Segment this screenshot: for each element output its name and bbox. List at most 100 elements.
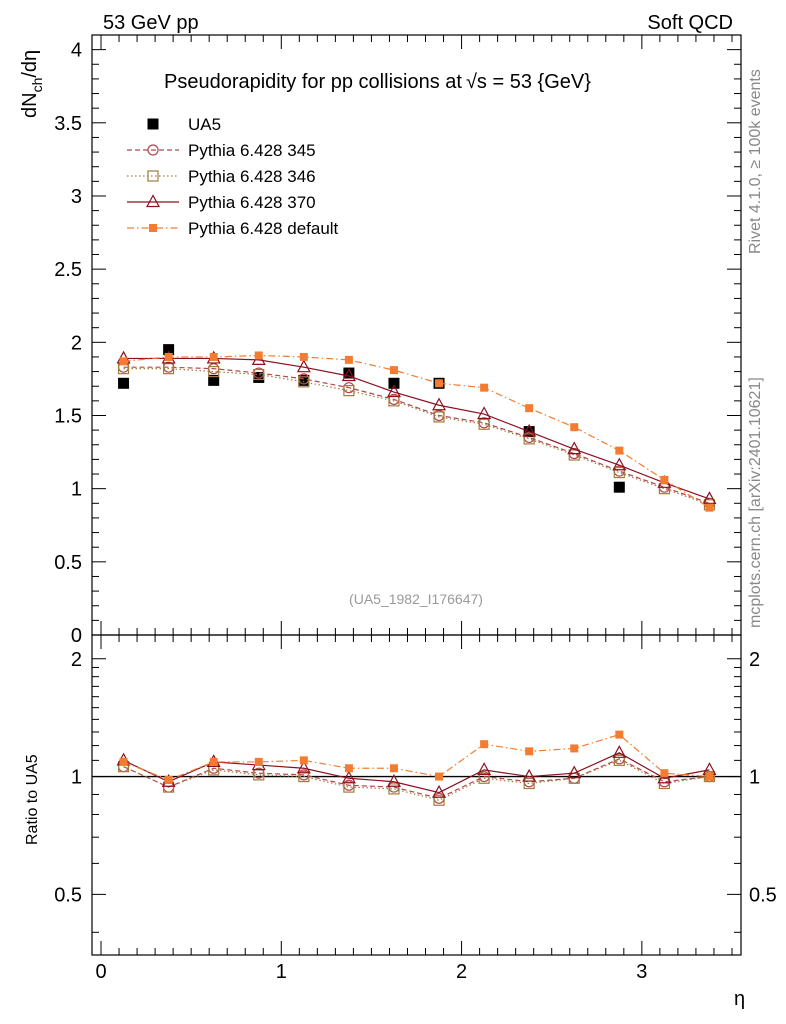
data-point-pythia-6-428-default: [389, 366, 398, 375]
main-y-tick-label: 2: [71, 332, 82, 354]
data-point-pythia-6-428-346: [163, 363, 175, 375]
legend-marker: [147, 144, 159, 156]
x-tick-label: 0: [95, 961, 106, 983]
legend-label: Pythia 6.428 346: [188, 167, 316, 186]
ratio-point-pythia-6-428-346: [523, 777, 535, 790]
plot-title-text: Pseudorapidity for pp collisions at: [164, 71, 462, 93]
ratio-point-pythia-6-428-default: [254, 757, 263, 766]
main-y-tick-label: 3.5: [54, 113, 82, 135]
data-point-pythia-6-428-346: [523, 433, 535, 445]
ratio-series-layer: [116, 730, 717, 806]
ratio-y-tick-label-right: 1: [749, 767, 760, 789]
data-point-pythia-6-428-default: [480, 383, 489, 392]
ratio-point-pythia-6-428-default: [209, 757, 218, 766]
main-y-tick-label: 1: [71, 479, 82, 501]
ratio-y-tick-label: 0.5: [54, 884, 82, 906]
ratio-point-pythia-6-428-346: [613, 754, 625, 766]
data-point-pythia-6-428-346: [478, 418, 490, 430]
legend-entry-pythia-6-428-370: Pythia 6.428 370: [127, 193, 316, 212]
main-series-layer: [116, 344, 717, 512]
data-point-pythia-6-428-370: [567, 441, 582, 455]
legend-marker: [147, 118, 159, 130]
ratio-y-tick-label-right: 2: [749, 649, 760, 671]
data-point-pythia-6-428-default: [615, 446, 624, 455]
series-pythia-6-428-345: [117, 361, 716, 509]
plot-title: Pseudorapidity for pp collisions at √s = …: [164, 71, 591, 93]
legend-label: UA5: [188, 115, 221, 134]
y-axis-label-main: dN: [19, 92, 41, 118]
main-y-tick-label: 0: [71, 625, 82, 647]
data-point-ua5: [613, 481, 625, 493]
ratio-point-pythia-6-428-default: [435, 772, 444, 781]
ratio-series-pythia-6-428-346: [117, 754, 716, 806]
data-point-ua5: [253, 371, 265, 383]
data-point-pythia-6-428-default: [660, 475, 669, 484]
rivet-label: Rivet 4.1.0, ≥ 100k events: [747, 69, 764, 254]
ratio-point-pythia-6-428-default: [570, 744, 579, 753]
legend: UA5 Pythia 6.428 345 Pythia 6.428 346 Pythi…: [127, 115, 339, 238]
data-point-pythia-6-428-default: [119, 357, 128, 366]
ratio-point-pythia-6-428-default: [344, 764, 353, 773]
data-point-pythia-6-428-346: [388, 395, 400, 407]
data-point-pythia-6-428-370: [477, 406, 492, 420]
ratio-y-tick-label: 2: [71, 649, 82, 671]
ratio-point-pythia-6-428-370: [386, 773, 401, 787]
ratio-point-pythia-6-428-346: [703, 770, 716, 783]
mcplots-label: mcplots.cern.ch [arXiv:2401.10621]: [747, 377, 764, 628]
main-y-tick-label: 3: [71, 186, 82, 208]
legend-label: Pythia 6.428 370: [188, 193, 316, 212]
ratio-point-pythia-6-428-346: [478, 772, 490, 784]
series-line-pythia-6-428-default: [123, 354, 710, 509]
ratio-series-pythia-6-428-345: [117, 753, 716, 804]
main-y-tick-label: 1.5: [54, 405, 82, 427]
legend-marker: [149, 224, 157, 232]
ratio-point-pythia-6-428-370: [432, 784, 447, 798]
series-pythia-6-428-370: [116, 350, 717, 505]
data-point-pythia-6-428-370: [341, 368, 356, 382]
data-point-pythia-6-428-default: [299, 352, 308, 361]
data-point-ua5: [343, 367, 355, 379]
ratio-point-pythia-6-428-default: [119, 757, 128, 766]
ratio-point-pythia-6-428-370: [522, 768, 537, 782]
legend-entry-ua5: UA5: [147, 115, 221, 134]
ratio-point-pythia-6-428-370: [567, 765, 582, 779]
ratio-line-pythia-6-428-default: [123, 733, 710, 781]
ratio-point-pythia-6-428-default: [525, 747, 534, 756]
x-tick-label: 3: [636, 961, 647, 983]
ratio-series-pythia-6-428-default: [119, 730, 714, 784]
ratio-y-tick-label-right: 0.5: [749, 884, 777, 906]
ratio-panel-frame: [91, 634, 742, 956]
series-line-pythia-6-428-346: [123, 368, 710, 506]
y-axis-label: dNch/dη: [19, 50, 45, 118]
data-point-ua5: [118, 377, 130, 389]
ratio-point-pythia-6-428-default: [299, 756, 308, 765]
ratio-line-pythia-6-428-346: [123, 759, 710, 801]
ratio-point-pythia-6-428-default: [480, 740, 489, 749]
data-point-pythia-6-428-346: [253, 368, 265, 381]
data-point-ua5: [388, 377, 400, 389]
data-point-pythia-6-428-370: [702, 491, 717, 505]
data-point-ua5: [208, 374, 220, 386]
data-point-pythia-6-428-370: [432, 397, 447, 411]
data-point-pythia-6-428-default: [435, 379, 444, 388]
ratio-point-pythia-6-428-default: [705, 772, 714, 781]
legend-marker: [145, 194, 161, 208]
data-point-pythia-6-428-default: [209, 352, 218, 361]
ratio-point-pythia-6-428-346: [388, 783, 400, 795]
series-ua5: [118, 344, 625, 493]
x-tick-label: 1: [276, 961, 287, 983]
ratio-point-pythia-6-428-346: [433, 794, 445, 806]
ratio-point-pythia-6-428-370: [341, 770, 356, 784]
series-line-pythia-6-428-370: [123, 357, 710, 500]
data-point-pythia-6-428-default: [705, 503, 714, 512]
ratio-y-tick-label: 1: [71, 767, 82, 789]
legend-entry-pythia-6-428-default: Pythia 6.428 default: [127, 219, 339, 238]
data-point-pythia-6-428-370: [612, 457, 627, 471]
ratio-point-pythia-6-428-default: [164, 775, 173, 784]
data-point-pythia-6-428-default: [344, 355, 353, 364]
ratio-series-pythia-6-428-370: [116, 745, 717, 798]
data-point-pythia-6-428-370: [386, 384, 401, 398]
legend-entry-pythia-6-428-346: Pythia 6.428 346: [127, 167, 316, 186]
ratio-point-pythia-6-428-370: [296, 760, 311, 774]
